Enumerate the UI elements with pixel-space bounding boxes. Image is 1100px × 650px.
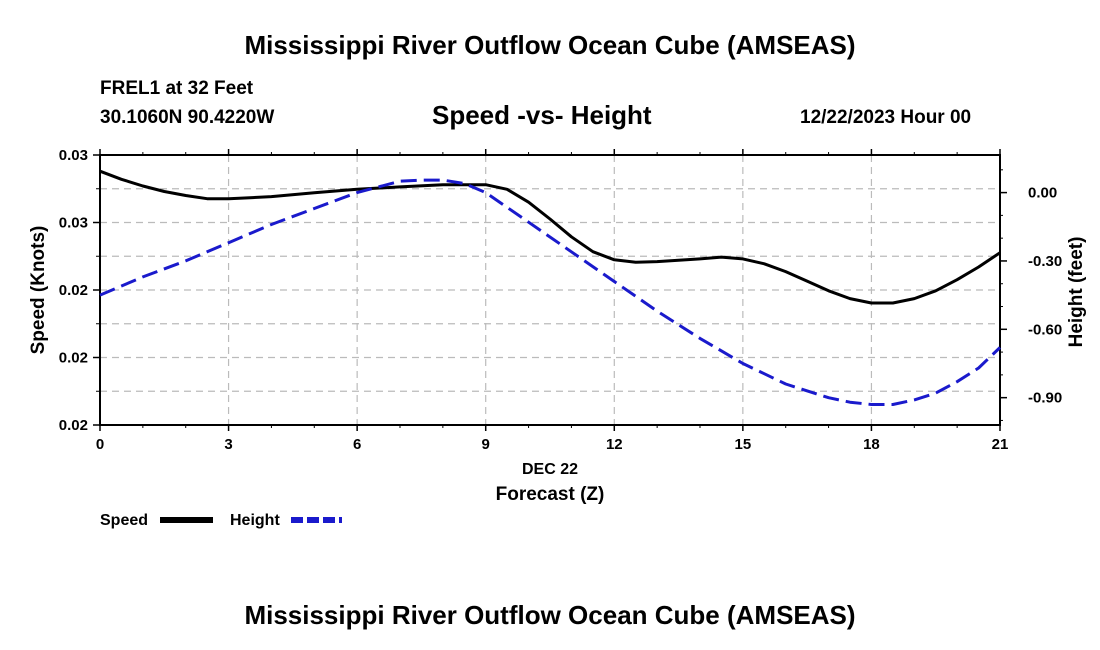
chart-subtitle: Speed -vs- Height (432, 100, 652, 130)
x-tick-label: 18 (863, 436, 880, 453)
legend: Speed Height (100, 512, 342, 529)
x-tick-label: 9 (482, 436, 490, 453)
series-height-line (99, 178, 1002, 406)
y-left-tick-label: 0.02 (59, 350, 88, 367)
x-tick-label: 21 (992, 436, 1009, 453)
x-axis-date-label: DEC 22 (522, 461, 578, 478)
series-layer (99, 169, 1002, 406)
page-title: Mississippi River Outflow Ocean Cube (AM… (244, 30, 856, 60)
y-right-tick-label: -0.60 (1028, 321, 1062, 338)
tick-layer (93, 149, 1007, 431)
x-tick-label: 12 (606, 436, 623, 453)
y-right-tick-label: -0.90 (1028, 390, 1062, 407)
label-layer: 0 3 6 9 12 15 18 21 0.02 0.02 0.02 0.03 0.03 -0.90 -0.… (28, 147, 1087, 505)
y-left-tick-label: 0.03 (59, 147, 88, 164)
x-tick-label: 15 (735, 436, 752, 453)
y-right-axis-label: Height (feet) (1066, 237, 1087, 348)
y-right-tick-label: -0.30 (1028, 253, 1062, 270)
station-coords: 30.1060N 90.4220W (100, 107, 275, 128)
x-tick-label: 0 (96, 436, 104, 453)
y-left-tick-label: 0.03 (59, 215, 88, 232)
series-speed-line (99, 169, 1001, 305)
page-title-repeat: Mississippi River Outflow Ocean Cube (AM… (244, 600, 856, 630)
x-tick-label: 6 (353, 436, 361, 453)
y-left-tick-label: 0.02 (59, 417, 88, 434)
station-name: FREL1 at 32 Feet (100, 78, 254, 99)
x-tick-label: 3 (224, 436, 232, 453)
forecast-datetime: 12/22/2023 Hour 00 (800, 107, 972, 128)
legend-speed-label: Speed (100, 512, 148, 529)
grid-layer (100, 155, 1000, 425)
legend-height-label: Height (230, 512, 280, 529)
x-axis-label: Forecast (Z) (496, 484, 605, 505)
y-right-tick-label: 0.00 (1028, 185, 1057, 202)
y-left-tick-label: 0.02 (59, 282, 88, 299)
y-left-axis-label: Speed (Knots) (28, 226, 49, 355)
